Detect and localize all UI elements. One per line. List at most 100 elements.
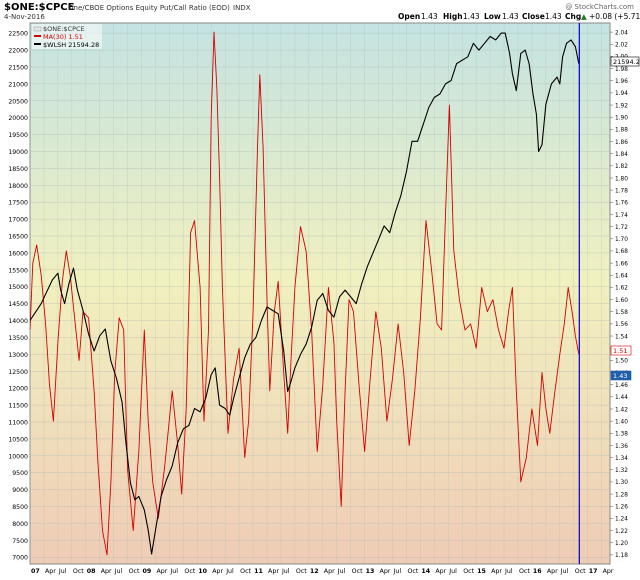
right-tick-label: 1.98 [615,67,628,73]
right-axis: 1.18 1.20 1.22 1.24 1.26 1.28 1.30 1.32 1.34 1.36… [610,30,628,559]
x-tick-label: Apr [603,568,614,575]
x-tick-label: 07 [31,568,40,575]
left-tick-label: 9500 [12,470,28,477]
symbol-description: One/CBOE Options Equity Put/Call Ratio (… [68,4,230,12]
left-tick-label: 10000 [8,453,28,460]
x-tick-label: Oct [519,568,530,575]
legend-item-wlsh: $WLSH 21594.28 [43,41,99,49]
x-tick-label: Jul [169,568,178,575]
x-tick-label: Jul [58,568,67,575]
right-tick-label: 1.94 [615,91,628,97]
left-tick-label: 21000 [8,81,28,88]
series-layer [30,23,580,564]
legend-swatch-ma [34,35,41,37]
x-tick-label: Oct [352,568,363,575]
x-tick-label: Apr [380,568,391,575]
left-tick-label: 20000 [8,115,28,122]
legend-item-ma: MA(30) 1.51 [43,33,83,41]
close-label: Close [522,12,545,21]
x-tick-label: Oct [407,568,418,575]
badge-wlsh: 21594.2 [613,58,640,66]
x-tick-label: Apr [156,568,167,575]
low-value: 1.43 [502,12,519,21]
right-tick-label: 1.24 [615,517,628,523]
left-tick-label: 8500 [12,504,28,511]
stockcharts-watermark: @ StockCharts.com [565,3,634,11]
right-tick-label: 1.56 [615,322,628,328]
badge-ma: 1.51 [613,347,627,355]
x-tick-label: 10 [198,568,207,575]
date-label: 4-Nov-2016 [4,13,45,21]
x-tick-label: Apr [547,568,558,575]
right-tick-label: 1.20 [615,541,628,547]
ma30-series-line [30,31,580,556]
left-tick-label: 18000 [8,183,28,190]
left-tick-label: 17000 [8,217,28,224]
wlsh-series-line [30,32,580,555]
low-label: Low [484,12,501,21]
open-value: 1.43 [421,12,438,21]
right-tick-label: 1.50 [615,359,628,365]
x-tick-label: Oct [73,568,84,575]
legend: $ONE:$CPCE MA(30) 1.51 $WLSH 21594.28 [32,24,102,49]
right-tick-label: 1.72 [615,225,628,231]
right-tick-label: 1.32 [615,468,628,474]
right-tick-label: 1.18 [615,553,628,559]
badge-last-box [610,370,632,381]
right-tick-label: 1.62 [615,286,628,292]
x-tick-label: Jul [504,568,513,575]
x-tick-label: 15 [477,568,486,575]
left-tick-label: 10500 [8,436,28,443]
right-tick-label: 1.54 [615,334,628,340]
left-tick-label: 12500 [8,369,28,376]
right-tick-label: 1.46 [615,383,628,389]
right-tick-label: 1.34 [615,456,628,462]
right-tick-label: 1.80 [615,176,628,182]
right-tick-label: 2.02 [615,43,628,49]
left-tick-label: 16000 [8,250,28,257]
right-tick-label: 1.30 [615,480,628,486]
exchange-label: INDX [233,4,251,12]
x-tick-label: Oct [184,568,195,575]
left-tick-label: 20500 [8,98,28,105]
x-tick-label: 12 [310,568,319,575]
left-tick-label: 11000 [8,419,28,426]
x-tick-label: 11 [254,568,263,575]
x-axis: 07 Apr Jul Oct 08 Apr Jul Oct 09 Apr Jul Oct 10 Apr Ju… [31,568,614,575]
left-tick-label: 18500 [8,166,28,173]
x-tick-label: Jul [225,568,234,575]
left-tick-label: 21500 [8,64,28,71]
chg-up-icon: ▲ [581,12,587,21]
high-value: 1.43 [463,12,480,21]
x-tick-label: Apr [268,568,279,575]
right-tick-label: 1.78 [615,188,628,194]
left-tick-label: 14500 [8,301,28,308]
right-tick-label: 1.90 [615,116,628,122]
plot-area [29,22,611,565]
right-tick-label: 2.04 [615,30,628,36]
right-tick-label: 1.86 [615,140,628,146]
right-tick-label: 1.68 [615,249,628,255]
x-tick-label: Apr [324,568,335,575]
left-tick-label: 7500 [12,538,28,545]
right-tick-label: 1.44 [615,395,628,401]
right-tick-label: 1.28 [615,492,628,498]
x-tick-label: Oct [240,568,251,575]
right-tick-label: 1.74 [615,213,628,219]
x-tick-label: Apr [435,568,446,575]
x-tick-label: Jul [114,568,123,575]
badge-ma-box [610,345,632,356]
left-tick-label: 16500 [8,234,28,241]
x-tick-label: Apr [45,568,56,575]
left-tick-label: 22500 [8,31,28,38]
x-tick-label: 13 [366,568,375,575]
x-tick-label: Apr [212,568,223,575]
x-tick-label: Jul [393,568,402,575]
left-tick-label: 9000 [12,487,28,494]
value-badges: 21594.2 1.51 1.43 [610,56,640,381]
left-tick-label: 7000 [12,555,28,562]
right-tick-label: 1.26 [615,505,628,511]
right-tick-label: 1.22 [615,529,628,535]
left-tick-label: 8000 [12,521,28,528]
